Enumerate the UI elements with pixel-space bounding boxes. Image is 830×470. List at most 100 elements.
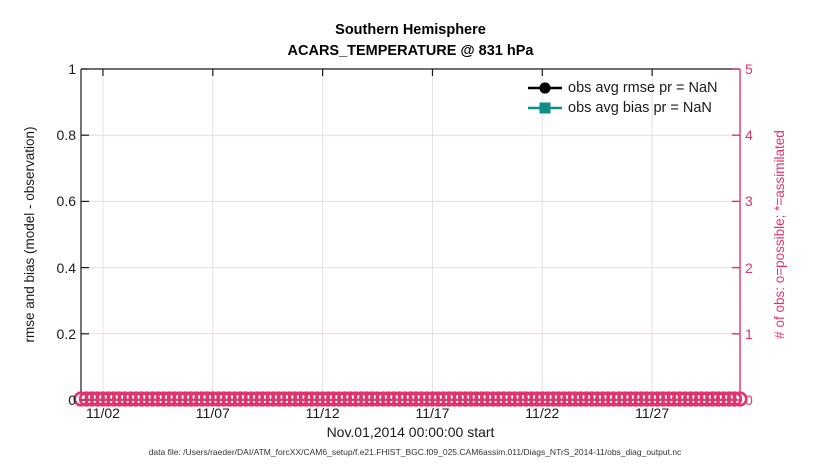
obs-count-marker [671,391,688,407]
obs-count-marker [518,391,534,407]
obs-count-marker [479,391,495,407]
obs-count-marker [402,391,419,407]
obs-count-marker [501,391,517,407]
legend-label-rmse: obs avg rmse pr = NaN [568,80,718,96]
obs-count-marker [424,391,441,407]
obs-count-marker [320,391,336,407]
obs-count-marker [122,391,139,407]
obs-count-marker [644,391,660,407]
obs-count-marker [507,391,523,407]
obs-count-marker [337,391,353,407]
obs-count-marker [600,391,616,407]
left-tick-label: 0.4 [56,259,76,276]
obs-count-marker [628,391,644,407]
obs-count-marker [106,391,122,407]
obs-count-marker [150,391,166,407]
x-tick-label: 11/02 [85,405,120,421]
obs-count-marker [578,391,594,407]
legend-item-bias: obs avg bias pr = NaN [528,98,718,118]
chart-title: Southern Hemisphere [335,22,486,38]
obs-count-marker [699,391,715,407]
data-file-caption: data file: /Users/raeder/DAI/ATM_forcXX/… [148,447,682,457]
legend-label-bias: obs avg bias pr = NaN [568,100,712,116]
obs-count-marker [540,391,556,407]
obs-count-marker [595,391,611,407]
obs-count-marker [221,391,237,407]
obs-count-marker [726,391,743,407]
obs-count-marker [249,391,265,407]
x-axis-label: Nov.01,2014 00:00:00 start [326,424,495,440]
obs-count-marker [260,391,276,407]
obs-count-marker [243,391,259,407]
obs-count-marker [430,391,446,407]
obs-count-marker [512,391,528,407]
obs-count-marker [715,391,732,407]
left-tick-label: 0.6 [56,193,76,210]
obs-count-marker [496,391,512,407]
obs-count-marker [633,391,649,407]
obs-count-marker [205,391,221,407]
obs-count-marker [463,391,479,407]
obs-count-marker [606,391,622,407]
obs-count-marker [331,391,347,407]
obs-count-marker [73,391,89,407]
obs-count-marker [441,391,457,407]
obs-count-marker [78,391,95,407]
obs-count-marker [397,391,413,407]
obs-count-marker [617,391,633,407]
obs-count-marker [551,391,567,407]
obs-count-marker [490,391,506,407]
obs-count-marker [293,391,309,407]
obs-count-marker [639,391,655,407]
obs-count-marker [693,391,710,407]
x-tick-label: 11/27 [635,405,670,421]
obs-count-marker [358,391,375,407]
obs-count-marker [172,391,188,407]
obs-count-marker [298,391,314,407]
obs-count-marker [573,391,589,407]
obs-count-marker [589,391,605,407]
obs-count-marker [111,391,128,407]
x-tick-label: 11/12 [305,405,340,421]
obs-count-marker [84,391,100,407]
obs-count-marker [485,391,501,407]
obs-count-marker [562,391,578,407]
obs-count-marker [545,391,561,407]
left-axis-label: rmse and bias (model - observation) [22,126,37,343]
obs-count-marker [199,391,215,407]
right-tick-label: 3 [745,193,753,210]
obs-count-marker [419,391,435,407]
obs-count-marker [556,391,572,407]
obs-count-marker [622,391,638,407]
x-tick-label: 11/17 [415,405,450,421]
obs-count-marker [721,391,737,407]
obs-count-marker [650,391,666,407]
obs-count-marker [347,391,364,407]
obs-count-marker [611,391,627,407]
obs-count-marker [391,391,408,407]
left-tick-label: 0.8 [56,127,76,144]
obs-count-marker [177,391,193,407]
obs-count-marker [666,391,682,407]
obs-count-marker [155,391,171,407]
obs-count-marker [309,391,325,407]
right-axis-label: # of obs: o=possible; *=assimilated [772,130,787,339]
right-tick-label: 5 [745,61,753,77]
obs-count-marker [661,391,677,407]
obs-count-marker [682,391,699,407]
obs-count-marker [133,391,150,407]
obs-count-marker [342,391,358,407]
obs-count-marker [523,391,539,407]
right-tick-label: 2 [745,259,753,276]
obs-count-marker [287,391,303,407]
right-tick-label: 0 [745,392,753,408]
legend-item-rmse: obs avg rmse pr = NaN [528,78,718,98]
obs-count-marker [227,391,243,407]
obs-count-marker [100,391,117,407]
obs-count-marker [380,391,397,407]
obs-count-marker [353,391,369,407]
obs-count-marker [95,391,111,407]
rmse-line-circle-icon [528,81,562,95]
obs-count-marker [117,391,133,407]
obs-count-marker [276,391,292,407]
